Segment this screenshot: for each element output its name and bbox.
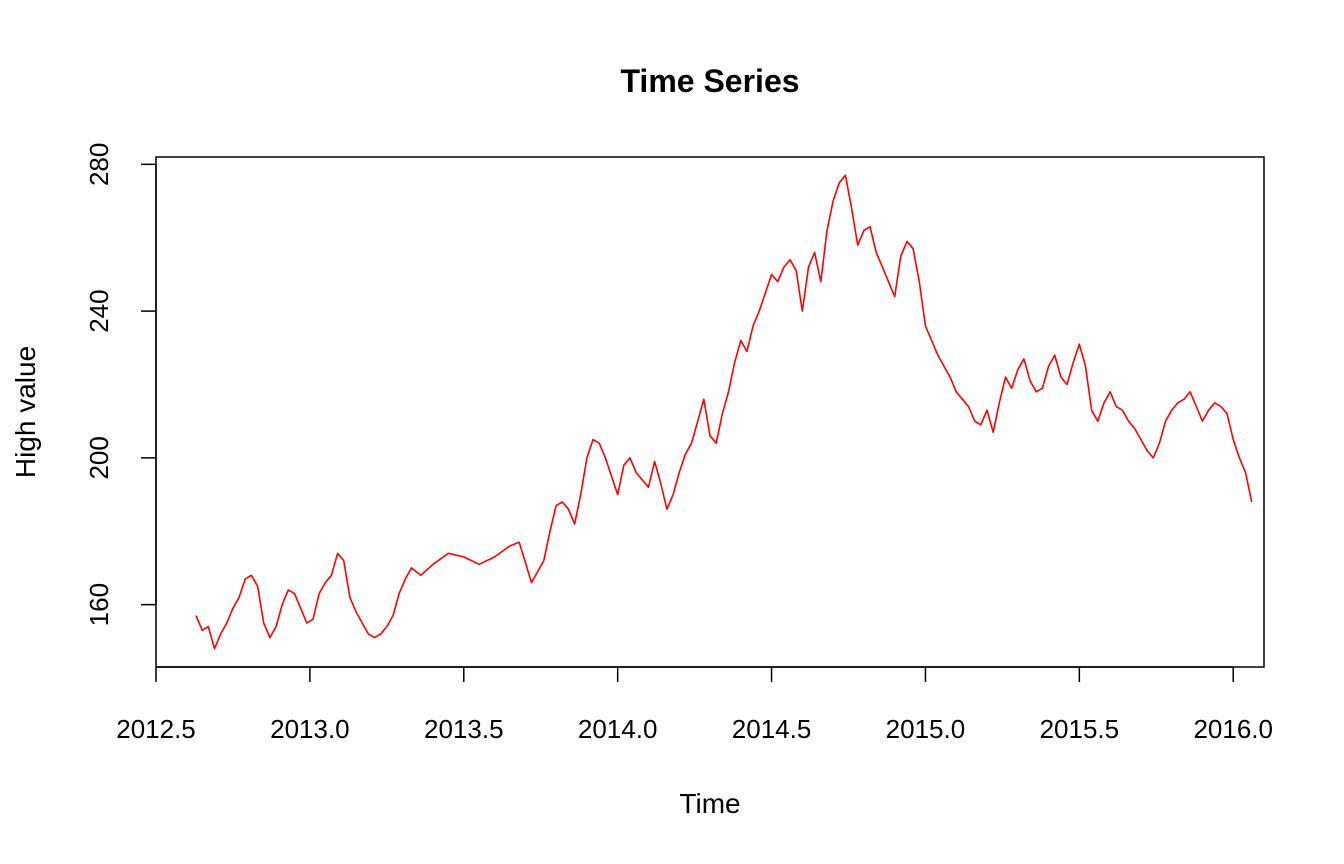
x-axis-label: Time [679, 788, 740, 819]
x-tick-label: 2014.0 [578, 714, 658, 744]
x-tick-label: 2016.0 [1193, 714, 1273, 744]
y-tick-label: 160 [84, 583, 114, 626]
y-tick-label: 200 [84, 436, 114, 479]
series-line [195, 174, 1253, 650]
x-tick-label: 2013.5 [424, 714, 504, 744]
chart-title: Time Series [620, 63, 799, 99]
y-tick-label: 240 [84, 289, 114, 332]
x-tick-label: 2012.5 [116, 714, 196, 744]
y-axis-label: High value [10, 346, 41, 478]
y-tick-label: 280 [84, 143, 114, 186]
plot-frame [155, 156, 1265, 668]
x-tick-label: 2013.0 [270, 714, 350, 744]
x-tick-label: 2014.5 [732, 714, 812, 744]
y-axis: 160 200 240 280 [84, 143, 157, 626]
x-axis: 2012.5 2013.0 2013.5 2014.0 2014.5 2015.0 2015… [116, 666, 1273, 744]
x-tick-label: 2015.5 [1040, 714, 1120, 744]
x-tick-label: 2015.0 [886, 714, 966, 744]
